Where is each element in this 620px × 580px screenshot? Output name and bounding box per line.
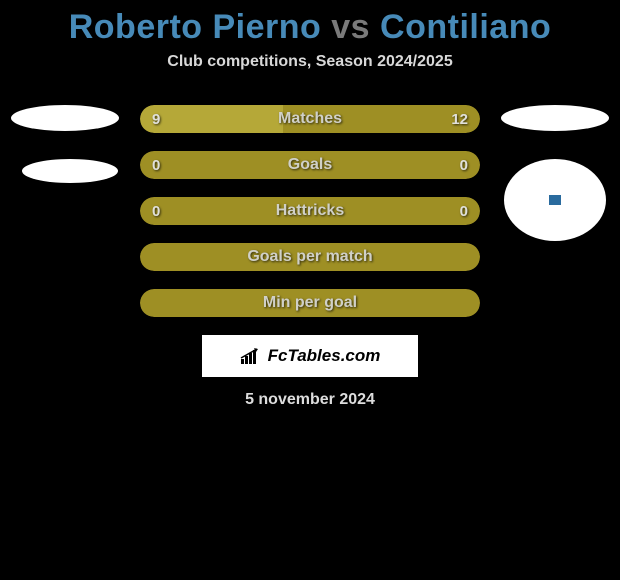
- stat-value-right: 12: [451, 105, 468, 133]
- player2-badge-icon: [547, 193, 563, 207]
- stat-bars: Matches912Goals00Hattricks00Goals per ma…: [140, 105, 480, 317]
- stat-value-left: 0: [152, 151, 160, 179]
- stat-value-left: 9: [152, 105, 160, 133]
- stat-bar: Goals0 0: [140, 151, 480, 179]
- player1-avatar-col: [0, 105, 130, 183]
- comparison-title: Roberto Pierno vs Contiliano: [0, 0, 620, 47]
- player2-avatar-circle: [504, 159, 606, 241]
- stat-label: Matches: [140, 105, 480, 133]
- stat-value-right: 0: [460, 151, 468, 179]
- vs-separator: vs: [331, 8, 370, 46]
- player2-avatar-col: [490, 105, 620, 241]
- watermark-icon: [240, 347, 262, 365]
- player2-name: Contiliano: [380, 8, 551, 46]
- stat-bar: Hattricks0 0: [140, 197, 480, 225]
- stat-value-left: 0: [152, 197, 160, 225]
- date: 5 november 2024: [0, 391, 620, 409]
- stat-label: Hattricks: [140, 197, 480, 225]
- stat-bar: Goals per match: [140, 243, 480, 271]
- stat-label: Min per goal: [140, 289, 480, 317]
- player1-avatar-shape1: [11, 105, 119, 131]
- stat-label: Goals: [140, 151, 480, 179]
- player2-avatar-shape1: [501, 105, 609, 131]
- watermark-text: FcTables.com: [268, 346, 381, 366]
- player1-avatar-shape2: [22, 159, 118, 183]
- stat-label: Goals per match: [140, 243, 480, 271]
- player1-name: Roberto Pierno: [69, 8, 322, 46]
- watermark: FcTables.com: [202, 335, 418, 377]
- subtitle: Club competitions, Season 2024/2025: [0, 53, 620, 71]
- main-area: Matches912Goals00Hattricks00Goals per ma…: [0, 105, 620, 317]
- stat-bar: Min per goal: [140, 289, 480, 317]
- stat-value-right: 0: [460, 197, 468, 225]
- stat-bar: Matches9 12: [140, 105, 480, 133]
